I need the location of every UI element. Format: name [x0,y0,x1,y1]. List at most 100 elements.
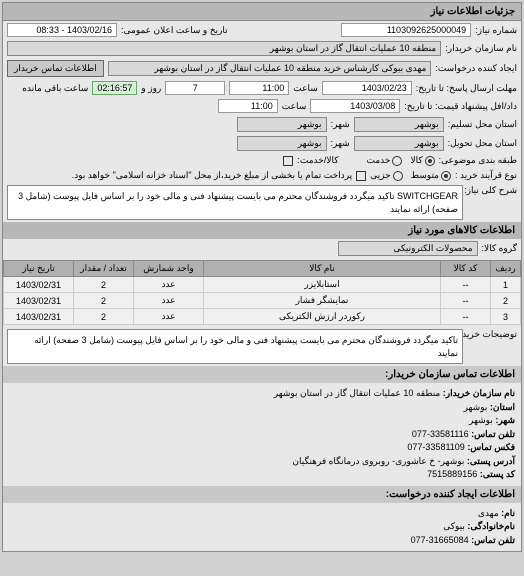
delivery-label: استان محل تحویل: [448,138,517,149]
row-deadline-send: مهلت ارسال پاسخ: تا تاریخ: 1403/02/23 سا… [3,79,521,97]
main-panel: جزئیات اطلاعات نیاز شماره نیاز: 11030926… [2,2,522,552]
cell: 1403/02/31 [4,293,74,309]
cb-value: بوشهر [469,415,493,425]
holding-value: بوشهر [354,117,444,132]
pub-date-label: تاریخ و ساعت اعلان عمومی: [121,25,228,36]
remain-suffix: ساعت باقی مانده [22,83,88,94]
remain-days-label: روز و [141,83,161,94]
buyer-name-label: نام سازمان خریدار: [445,43,517,54]
goods-section-title: اطلاعات کالاهای مورد نیاز [3,222,521,239]
col-name: نام کالا [204,261,441,277]
send-date-value: 1403/02/23 [322,81,412,95]
row-creator: ایجاد کننده درخواست: مهدی بیوکی کارشناس … [3,58,521,79]
cb-label: فکس تماس: [467,442,515,452]
cell: استابلایزر [204,277,441,293]
cell: نمایشگر فشار [204,293,441,309]
radio-minor[interactable]: جزیی [370,170,403,181]
cb-label: تلفن تماس: [471,429,515,439]
cell: 2 [491,293,521,309]
row-goods-group: گروه کالا: محصولات الکترونیکی [3,239,521,258]
city-label-1: شهر: [331,119,350,130]
col-unit: واحد شمارش [134,261,204,277]
table-row[interactable]: 1 -- استابلایزر عدد 2 1403/02/31 [4,277,521,293]
send-deadline-label: مهلت ارسال پاسخ: تا تاریخ: [416,83,517,94]
cb-label: نام سازمان خریدار: [443,388,515,398]
cell: -- [441,309,491,325]
contact-buyer-title: اطلاعات تماس سازمان خریدار: [3,366,521,383]
cell: -- [441,277,491,293]
col-qty: تعداد / مقدار [74,261,134,277]
countdown-timer: 02:16:57 [92,81,137,95]
goods-service-checkbox[interactable] [283,156,293,166]
cc-label: نام: [501,508,515,518]
row-purchase-type: نوع قرآیند خرید : متوسط جزیی پرداخت تمام… [3,168,521,183]
cell: عدد [134,293,204,309]
city2-value: بوشهر [237,136,327,151]
table-row[interactable]: 2 -- نمایشگر فشار عدد 2 1403/02/31 [4,293,521,309]
row-holding-location: استان محل تسلیم: بوشهر شهر: بوشهر [3,115,521,134]
radio-goods[interactable]: کالا [410,155,434,166]
radio-minor-label: جزیی [370,170,391,181]
buyer-name-value: منطقه 10 عملیات انتقال گاز در استان بوشه… [7,41,441,56]
need-label: شرح کلی نیاز: [467,185,517,196]
contact-buyer-button[interactable]: اطلاعات تماس خریدار [7,60,104,77]
row-deadline-quote: داد/افل پیشنهاد قیمت: تا تاریخ: 1403/03/… [3,97,521,115]
time-label-2: ساعت [282,101,307,112]
cell: عدد [134,277,204,293]
radio-medium[interactable]: متوسط [411,170,451,181]
col-code: کد کالا [441,261,491,277]
radio-service-label: خدمت [366,155,390,166]
row-request-number: شماره نیاز: 1103092625000049 تاریخ و ساع… [3,21,521,39]
cb-value: منطقه 10 عملیات انتقال گاز در استان بوشه… [274,388,441,398]
radio-service[interactable]: خدمت [366,155,402,166]
delivery-value: بوشهر [354,136,444,151]
panel-title: جزئیات اطلاعات نیاز [3,3,521,21]
pub-date-value: 1403/02/16 - 08:33 [7,23,117,37]
creator-label: ایجاد کننده درخواست: [435,63,517,74]
cell: عدد [134,309,204,325]
cb-value: بوشهر [464,402,488,412]
goods-group-label: گروه کالا: [482,243,517,254]
req-no-label: شماره نیاز: [475,25,517,36]
cell: 2 [74,309,134,325]
col-date: تاریخ نیاز [4,261,74,277]
cb-label: آدرس پستی: [467,456,515,466]
row-classification: طبقه بندی موضوعی: کالا خدمت کالا/خدمت: [3,153,521,168]
quote-date-value: 1403/03/08 [310,99,400,113]
creator-value: مهدی بیوکی کارشناس خرید منطقه 10 عملیات … [108,61,432,76]
contact-creator-block: نام: مهدی نام‌خانوادگی: بیوکی تلفن تماس:… [3,503,521,552]
cb-label: کد پستی: [480,469,515,479]
holding-label: استان محل تسلیم: [448,119,517,130]
send-time-value: 11:00 [229,81,289,95]
row-need: شرح کلی نیاز: SWITCHGEAR تاکید میگردد فر… [3,183,521,222]
table-header-row: ردیف کد کالا نام کالا واحد شمارش تعداد /… [4,261,521,277]
class-radio-group: کالا خدمت [366,155,434,166]
cb-label: استان: [490,402,515,412]
req-no-value: 1103092625000049 [341,23,471,37]
row-delivery-location: استان محل تحویل: بوشهر شهر: بوشهر [3,134,521,153]
cell: 1 [491,277,521,293]
contact-buyer-block: نام سازمان خریدار: منطقه 10 عملیات انتقا… [3,383,521,486]
agreement-radio-group: متوسط جزیی [370,170,451,181]
table-row[interactable]: 3 -- رکوردر ارزش الکتریکی عدد 2 1403/02/… [4,309,521,325]
radio-dot-icon [425,156,435,166]
radio-dot-icon [392,156,402,166]
radio-dot-icon [441,171,451,181]
remain-days-value: 7 [165,81,225,95]
cb-value: 7515889156 [427,469,477,479]
row-buyer-note: توضیحات خریدار: تاکید میگردد فروشندگان م… [3,327,521,366]
treasury-checkbox[interactable] [356,171,366,181]
cb-value: 33581109-077 [407,442,464,452]
cb-label: شهر: [495,415,515,425]
cell: 3 [491,309,521,325]
cell: 1403/02/31 [4,309,74,325]
cb-value: بوشهر- خ عاشوری- روبروی درمانگاه فرهنگیا… [292,456,464,466]
goods-group-value: محصولات الکترونیکی [338,241,478,256]
radio-goods-label: کالا [410,155,422,166]
radio-dot-icon [393,171,403,181]
cell: رکوردر ارزش الکتریکی [204,309,441,325]
city1-value: بوشهر [237,117,327,132]
goods-tbody: 1 -- استابلایزر عدد 2 1403/02/31 2 -- نم… [4,277,521,325]
need-text: SWITCHGEAR تاکید میگردد فروشندگان محترم … [7,185,463,220]
cc-label: نام‌خانوادگی: [467,521,515,531]
